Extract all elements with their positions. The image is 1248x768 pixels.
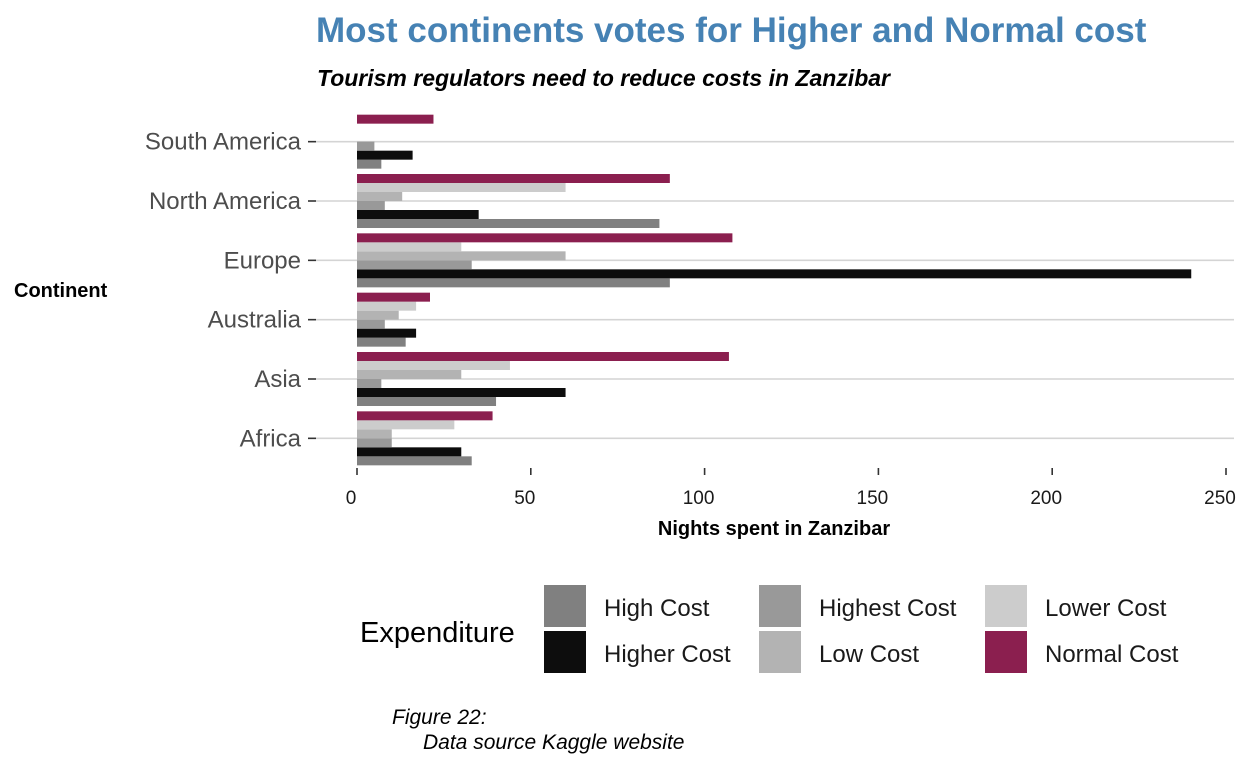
- bar: [357, 242, 462, 252]
- x-tick-label: 250: [1204, 488, 1236, 509]
- y-tick-label: South America: [145, 129, 302, 156]
- bar: [357, 201, 385, 210]
- x-axis-ticks: 0 50 100 150 200 250: [346, 468, 1236, 509]
- legend-label: Lower Cost: [1045, 595, 1167, 622]
- legend-swatch: [544, 631, 586, 673]
- legend-label: Low Cost: [819, 641, 919, 668]
- bar: [357, 411, 493, 421]
- bar: [357, 192, 403, 201]
- y-axis-labels: Africa Asia Australia Europe North America So…: [145, 129, 302, 453]
- legend-swatch: [759, 631, 801, 673]
- bar: [357, 438, 392, 448]
- y-axis-title: Continent: [14, 280, 108, 302]
- bar: [357, 420, 455, 430]
- bar: [357, 141, 375, 151]
- x-tick-label: 200: [1030, 488, 1062, 509]
- bar: [357, 269, 1192, 279]
- legend: Expenditure High Cost Higher Cost Highest …: [360, 585, 1179, 673]
- bar: [357, 150, 413, 160]
- legend-label: Higher Cost: [604, 641, 731, 668]
- bar: [357, 337, 406, 347]
- bar: [357, 260, 472, 270]
- bar: [357, 328, 417, 338]
- legend-label: High Cost: [604, 595, 710, 622]
- bar: [357, 388, 566, 397]
- y-tick-label: Europe: [224, 247, 301, 274]
- bars: [357, 114, 1192, 466]
- bar: [357, 397, 497, 406]
- x-tick-label: 50: [514, 488, 535, 509]
- bar: [357, 159, 382, 169]
- legend-swatch: [759, 585, 801, 627]
- y-tick-label: Australia: [208, 307, 302, 334]
- bar: [357, 210, 479, 219]
- bar: [357, 183, 566, 192]
- chart-subtitle: Tourism regulators need to reduce costs …: [317, 65, 891, 91]
- bar: [357, 379, 382, 388]
- legend-swatch: [985, 631, 1027, 673]
- y-tick-label: Asia: [254, 366, 301, 393]
- legend-label: Highest Cost: [819, 595, 957, 622]
- y-tick-label: Africa: [240, 425, 302, 452]
- bar: [357, 447, 462, 457]
- x-tick-label: 150: [857, 488, 889, 509]
- bar: [357, 251, 566, 261]
- bar: [357, 370, 462, 379]
- legend-label: Normal Cost: [1045, 641, 1179, 668]
- caption-line-1: Figure 22:: [392, 706, 487, 729]
- x-tick-label: 100: [683, 488, 715, 509]
- chart-title: Most continents votes for Higher and Nor…: [316, 11, 1147, 50]
- bar: [357, 292, 430, 302]
- bar: [357, 219, 660, 228]
- caption-line-2: Data source Kaggle website: [423, 731, 685, 754]
- bar: [357, 456, 472, 466]
- legend-swatch: [985, 585, 1027, 627]
- bar: [357, 310, 399, 320]
- bar: [357, 429, 392, 439]
- bar: [357, 361, 510, 370]
- x-tick-label: 0: [346, 488, 357, 509]
- bar: [357, 319, 385, 329]
- bar: [357, 301, 417, 311]
- bar: [357, 114, 434, 124]
- bar: [357, 278, 670, 288]
- bar: [357, 174, 670, 183]
- legend-swatch: [544, 585, 586, 627]
- x-axis-title: Nights spent in Zanzibar: [658, 518, 890, 540]
- legend-title: Expenditure: [360, 617, 515, 649]
- y-tick-label: North America: [149, 188, 302, 215]
- bar: [357, 233, 733, 243]
- bar: [357, 352, 729, 361]
